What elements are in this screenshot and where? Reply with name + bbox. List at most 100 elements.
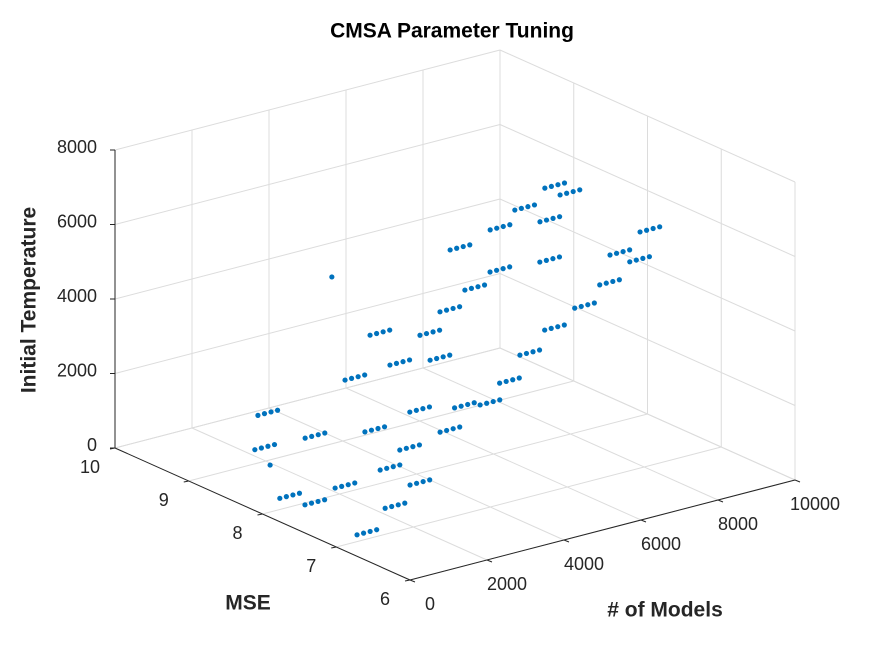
data-point (389, 503, 395, 510)
z-axis-title: Initial Temperature (18, 207, 41, 393)
tick-mark (257, 513, 263, 516)
z-tick-label: 0 (87, 435, 97, 455)
data-point (572, 305, 578, 311)
x-tick-label: 6000 (641, 534, 681, 554)
data-point (637, 229, 643, 235)
data-point (465, 401, 471, 408)
data-point (413, 480, 420, 486)
data-point (591, 300, 597, 306)
data-point (585, 302, 591, 308)
data-point (367, 332, 373, 338)
grid-line (336, 446, 722, 548)
grid-line (499, 49, 796, 183)
x-tick-label: 8000 (718, 514, 758, 534)
grid-line (114, 198, 501, 300)
data-point (374, 527, 380, 533)
data-point (434, 355, 440, 362)
data-point (543, 217, 550, 223)
data-point (407, 409, 413, 415)
data-point (500, 223, 506, 230)
data-point (531, 202, 538, 208)
data-point (322, 497, 328, 503)
data-point (620, 248, 626, 255)
data-point (329, 274, 335, 280)
tick-mark (409, 579, 416, 583)
data-point (487, 227, 493, 233)
data-point (557, 214, 563, 220)
data-point (556, 254, 563, 260)
data-point (542, 185, 548, 191)
data-point (450, 426, 456, 432)
data-point (548, 325, 554, 331)
y-tick-label: 9 (159, 490, 169, 510)
data-point (261, 411, 268, 417)
data-point (643, 227, 650, 233)
data-point (484, 400, 490, 406)
data-point (610, 278, 616, 285)
data-point (561, 322, 567, 328)
data-point (578, 303, 584, 310)
data-point (296, 490, 303, 496)
grid-line (499, 198, 796, 332)
x-tick-label: 10000 (790, 494, 840, 514)
x-tick-label: 4000 (564, 554, 604, 574)
data-point (460, 243, 466, 250)
data-point (503, 378, 509, 385)
data-point (271, 441, 278, 448)
z-tick-label: 6000 (57, 211, 97, 231)
data-point (308, 500, 315, 506)
data-point (603, 280, 609, 286)
data-point (417, 332, 423, 338)
y-tick-label: 6 (380, 589, 390, 609)
data-point (258, 445, 264, 451)
grid-line (188, 380, 574, 482)
data-point (427, 357, 433, 363)
data-point (457, 304, 463, 310)
data-point (450, 305, 456, 312)
x-axis (409, 479, 796, 581)
data-point (416, 442, 423, 448)
data-point (403, 445, 409, 451)
tick-mark (486, 559, 493, 563)
data-point (362, 372, 368, 378)
grid-line (499, 273, 796, 406)
y-axis-title: MSE (225, 592, 271, 615)
data-point (381, 424, 388, 430)
data-point (557, 192, 563, 198)
data-point (467, 242, 473, 248)
data-point (302, 435, 308, 441)
z-tick-label: 2000 (57, 360, 97, 380)
z-tick-label: 4000 (57, 286, 97, 306)
data-point (457, 424, 463, 430)
data-point (437, 429, 443, 435)
data-point (627, 247, 633, 253)
data-point (451, 405, 458, 411)
x-axis-title: # of Models (607, 599, 723, 622)
data-point (407, 482, 413, 488)
data-point (252, 447, 258, 453)
data-point (322, 430, 328, 436)
data-point (342, 377, 348, 383)
data-point (530, 349, 536, 355)
data-point (481, 282, 488, 288)
grid-line (114, 49, 501, 151)
data-point (290, 492, 296, 498)
data-point (355, 374, 361, 380)
data-point (375, 425, 381, 432)
x-tick-label: 2000 (487, 574, 527, 594)
data-point (518, 205, 524, 211)
data-point (657, 224, 663, 230)
x-tick-label: 0 (425, 594, 435, 614)
data-point (537, 219, 543, 225)
data-point (543, 257, 549, 263)
data-point (542, 327, 548, 333)
data-point (447, 247, 453, 253)
data-point (570, 188, 576, 195)
data-point (413, 407, 419, 413)
data-point (477, 402, 483, 408)
data-point (380, 329, 386, 335)
data-point (302, 502, 308, 508)
data-point (561, 180, 568, 186)
data-point (397, 447, 403, 453)
